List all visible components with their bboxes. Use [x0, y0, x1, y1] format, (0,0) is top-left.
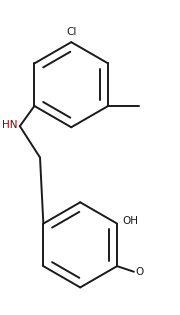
Text: OH: OH	[123, 216, 139, 226]
Text: O: O	[135, 267, 143, 277]
Text: HN: HN	[2, 120, 18, 130]
Text: Cl: Cl	[66, 26, 76, 37]
